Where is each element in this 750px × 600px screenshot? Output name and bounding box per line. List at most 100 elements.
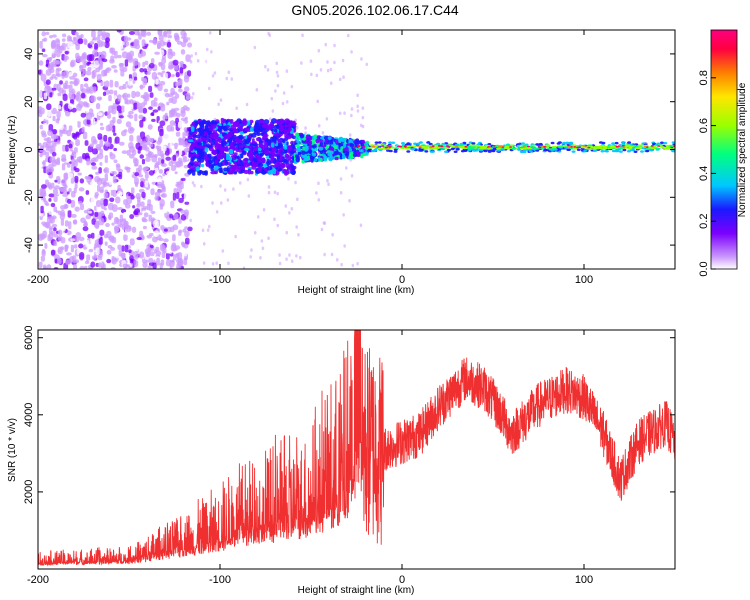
spectrogram-cell <box>91 30 96 38</box>
spectrogram-cell <box>53 240 57 247</box>
spectrogram-cell <box>200 164 205 168</box>
spectrogram-cell <box>228 102 232 106</box>
spectrogram-cell <box>158 169 163 174</box>
spectrogram-cell <box>477 145 483 147</box>
spectrogram-cell <box>118 43 123 50</box>
spectrogram-cell <box>403 145 407 148</box>
spectrogram-cell <box>601 148 607 150</box>
spectrogram-cell <box>349 143 355 148</box>
spectrogram-cell <box>47 182 52 189</box>
spectrogram-cell <box>310 72 313 77</box>
spectrogram-cell <box>76 91 81 95</box>
spectrogram-cell <box>151 118 156 122</box>
spectrogram-cell <box>162 173 166 177</box>
spectrogram-cell <box>40 188 46 196</box>
spectrogram-cell <box>65 144 69 152</box>
spectrogram-cell <box>84 260 90 264</box>
spectrogram-cell <box>207 153 212 158</box>
spectrogram-cell <box>406 142 411 145</box>
spectrogram-cell <box>116 118 122 125</box>
spectrogram-cell <box>272 136 277 143</box>
spectrogram-cell <box>41 184 47 190</box>
spectrogram-cell <box>150 138 154 143</box>
spectrogram-cell <box>86 158 90 166</box>
spectrogram-cell <box>361 124 365 129</box>
spectrogram-cell <box>587 144 593 147</box>
spectrogram-cell <box>180 35 187 39</box>
spectrogram-cell <box>184 111 191 117</box>
spectrogram-cell <box>139 145 143 151</box>
spectrogram-cell <box>429 146 433 149</box>
spectrogram-cell <box>343 111 346 115</box>
spectrogram-cell <box>400 147 406 149</box>
spectrogram-cell <box>633 150 638 153</box>
spectrogram-cell <box>169 259 175 268</box>
spectrogram-cell <box>161 193 167 198</box>
spectrogram-cell <box>288 253 291 257</box>
spectrogram-cell <box>352 153 357 157</box>
spectrogram-cell <box>296 125 299 130</box>
spectrogram-cell <box>129 145 135 153</box>
spectrogram-cell <box>176 40 183 45</box>
spectrogram-cell <box>90 162 97 166</box>
spectrogram-cell <box>133 102 138 110</box>
spectrogram-cell <box>233 143 238 147</box>
snr-ticks: -200 -100 0 100 2000 4000 6000 <box>23 325 675 586</box>
spectrogram-cell <box>85 240 90 248</box>
spectrogram-cell <box>317 198 320 202</box>
spectrogram-cell <box>495 147 501 150</box>
spectrogram-cell <box>117 244 122 251</box>
spectrogram-cell <box>299 134 305 139</box>
spectrogram-cell <box>65 259 71 265</box>
spectrogram-cell <box>169 142 173 150</box>
spectrogram-cell <box>172 78 176 83</box>
spectrogram-cell <box>41 249 46 257</box>
spectrogram-cell <box>331 233 334 237</box>
spectrogram-cell <box>85 70 92 76</box>
spectrogram-cell <box>204 170 208 176</box>
spectrogram-cell <box>114 136 120 144</box>
spectrogram-cell <box>472 149 477 152</box>
spectrogram-cell <box>154 167 159 176</box>
spectrogram-cell <box>78 200 83 205</box>
spectrogram-cell <box>159 262 163 269</box>
spectrogram-cell <box>143 212 149 218</box>
spectrogram-cell <box>104 241 108 246</box>
spectrogram-cell <box>243 127 250 131</box>
spectrogram-cell <box>645 149 650 153</box>
spectrogram-cell <box>206 47 209 52</box>
spectrogram-cell <box>98 56 102 64</box>
spectrogram-cell <box>86 54 93 62</box>
spectrogram-cell <box>447 144 453 147</box>
spectrogram-cell <box>150 100 156 107</box>
spectrogram-cell <box>99 162 103 166</box>
spectrogram-cell <box>167 34 172 39</box>
spectrogram-cell <box>68 221 72 230</box>
spectrogram-cell <box>239 160 244 164</box>
spectrogram-cell <box>144 93 150 102</box>
spectrogram-cell <box>339 191 343 195</box>
spectrogram-cell <box>157 83 163 91</box>
spectrogram-cell <box>66 252 72 256</box>
spectrogram-cell <box>537 145 541 147</box>
spectrogram-cell <box>54 179 58 183</box>
spectrogram-cell <box>57 246 63 255</box>
spectrogram-cell <box>270 155 274 161</box>
spectrogram-cell <box>136 237 142 241</box>
spectrogram-cell <box>38 60 44 66</box>
spectrogram-cell <box>82 53 87 61</box>
spectrogram-cell <box>494 144 500 147</box>
spectrogram-cell <box>70 213 77 218</box>
spectrogram-cell <box>47 234 51 242</box>
spectrogram-cell <box>159 199 165 207</box>
spectrogram-cell <box>136 102 142 110</box>
spectrogram-cell <box>103 80 110 88</box>
spectrogram-cell <box>446 145 450 147</box>
spectrogram-cell <box>94 221 100 229</box>
spectrogram-cell <box>295 144 300 148</box>
spectrogram-cell <box>187 42 192 48</box>
spectrogram-cell <box>86 119 91 125</box>
spectrogram-cell <box>291 135 297 140</box>
spectrogram-cell <box>655 147 661 150</box>
